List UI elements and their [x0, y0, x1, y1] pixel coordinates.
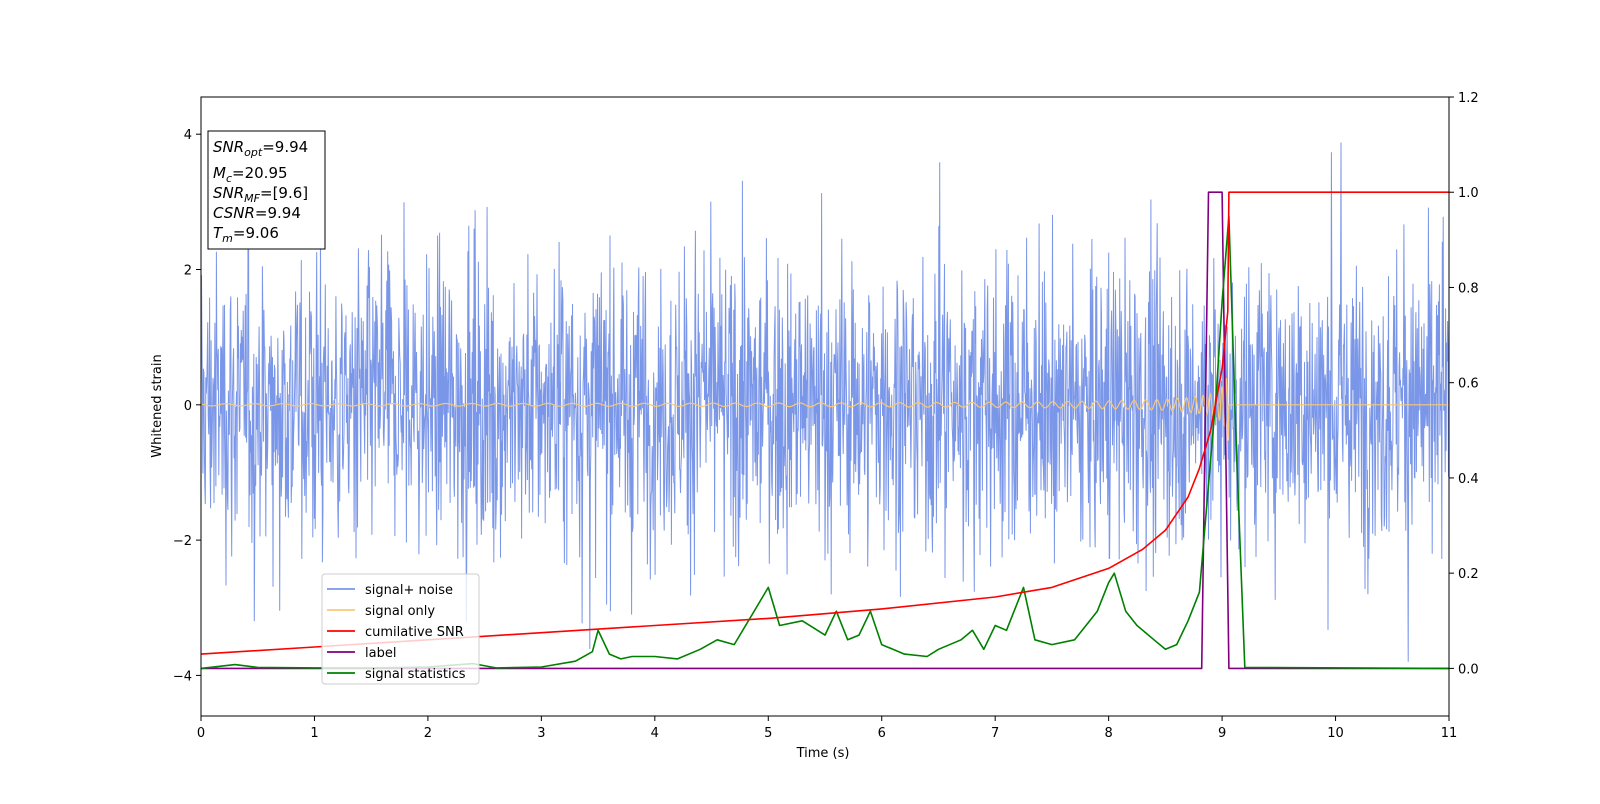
legend-label: signal only [365, 604, 435, 619]
x-tick-label: 7 [991, 726, 999, 741]
y-axis-left: 4 2 0 −2 −4 [173, 128, 201, 684]
info-csnr: CSNR=9.94 [213, 204, 301, 222]
y-tick-label: 2 [184, 264, 192, 279]
y2-tick-label: 0.2 [1458, 567, 1479, 582]
x-tick-label: 3 [537, 726, 545, 741]
x-tick-label: 5 [764, 726, 772, 741]
label-line [201, 191, 1449, 670]
x-tick-label: 9 [1218, 726, 1226, 741]
x-tick-label: 6 [878, 726, 886, 741]
x-tick-label: 4 [651, 726, 659, 741]
info-snr-opt: SNRopt=9.94 [213, 138, 308, 159]
info-tm: Tm=9.06 [213, 224, 279, 245]
info-box: SNRopt=9.94 Mc=20.95 SNRMF=[9.6] CSNR=9.… [207, 130, 326, 250]
plot-frame [200, 96, 1450, 717]
y2-tick-label: 0.4 [1458, 472, 1479, 487]
legend-label: signal statistics [365, 667, 466, 682]
x-tick-label: 10 [1327, 726, 1344, 741]
noise-line [201, 142, 1449, 662]
signal-statistics-line [201, 215, 1449, 670]
y-tick-label: −2 [173, 534, 192, 549]
y2-tick-label: 0.6 [1458, 377, 1479, 392]
y2-tick-label: 0.8 [1458, 281, 1479, 296]
info-snr-mf: SNRMF=[9.6] [213, 184, 308, 205]
legend-label: signal+ noise [365, 583, 453, 598]
y-tick-label: 0 [184, 399, 192, 414]
y-axis-label: Whitened strain [150, 354, 165, 457]
x-tick-label: 11 [1441, 726, 1458, 741]
cumulative-snr-line [201, 191, 1449, 655]
y-axis-right: 1.2 1.0 0.8 0.6 0.4 0.2 0.0 [1449, 91, 1479, 677]
info-mc: Mc=20.95 [213, 164, 288, 185]
x-tick-label: 1 [310, 726, 318, 741]
y2-tick-label: 0.0 [1458, 662, 1479, 677]
legend-label: label [365, 646, 396, 661]
y2-tick-label: 1.0 [1458, 186, 1479, 201]
legend: signal+ noise signal only cumilative SNR la… [321, 573, 480, 685]
y2-tick-label: 1.2 [1458, 91, 1479, 106]
x-tick-label: 8 [1104, 726, 1112, 741]
x-axis-label: Time (s) [796, 746, 850, 761]
y-tick-label: −4 [173, 669, 192, 684]
x-axis: 0 1 2 3 4 5 6 7 8 9 10 11 [197, 716, 1457, 741]
signal-only-series [201, 378, 1449, 441]
signal-only-line [201, 378, 1449, 441]
x-tick-label: 0 [197, 726, 205, 741]
noise-series [201, 142, 1449, 662]
x-tick-label: 2 [424, 726, 432, 741]
y-tick-label: 4 [184, 128, 192, 143]
right-axis-series [201, 191, 1449, 670]
legend-label: cumilative SNR [365, 625, 464, 640]
